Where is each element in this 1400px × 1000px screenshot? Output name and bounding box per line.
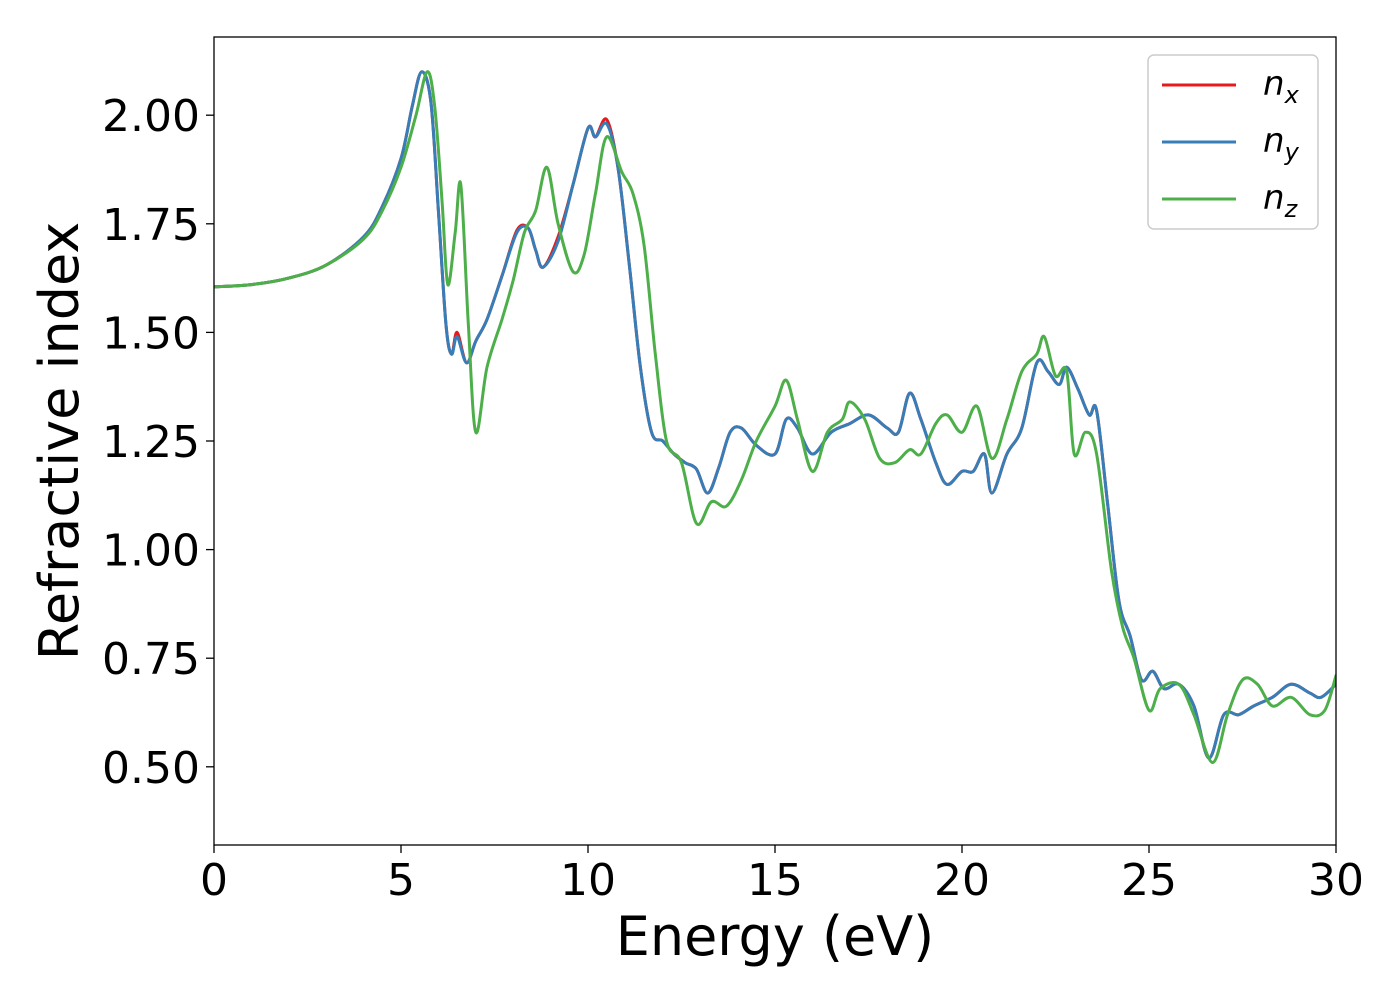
plot-layer [214, 70, 1336, 764]
y-tick-label: 2.00 [102, 91, 200, 142]
y-tick-label: 1.50 [102, 308, 200, 359]
y-tick-label: 0.75 [102, 634, 200, 685]
x-tick-label: 20 [934, 855, 990, 906]
x-tick-label: 30 [1308, 855, 1364, 906]
legend: nx ny nz [1147, 54, 1319, 230]
legend-items: nx ny nz [1162, 64, 1300, 223]
x-tick-label: 15 [747, 855, 803, 906]
series-line-nz [214, 70, 1336, 764]
y-tick-label: 1.75 [102, 200, 200, 251]
x-tick-label: 5 [387, 855, 415, 906]
series-lines [214, 70, 1336, 764]
y-axis-ticks: 0.50 0.75 1.00 1.25 1.50 1.75 2.00 [102, 91, 214, 794]
x-tick-label: 25 [1121, 855, 1177, 906]
y-tick-label: 1.00 [102, 526, 200, 577]
x-axis-ticks: 0 5 10 15 20 25 30 [200, 845, 1364, 906]
y-tick-label: 0.50 [102, 743, 200, 794]
x-tick-label: 10 [560, 855, 616, 906]
series-line-ny [214, 70, 1336, 760]
y-axis-label: Refractive index [28, 222, 91, 661]
legend-label-ny: ny [1263, 121, 1300, 166]
legend-label-nx: nx [1263, 64, 1300, 109]
y-tick-label: 1.25 [102, 417, 200, 468]
legend-label-nz: nz [1263, 178, 1299, 223]
x-axis-label: Energy (eV) [616, 905, 935, 968]
x-tick-label: 0 [200, 855, 228, 906]
